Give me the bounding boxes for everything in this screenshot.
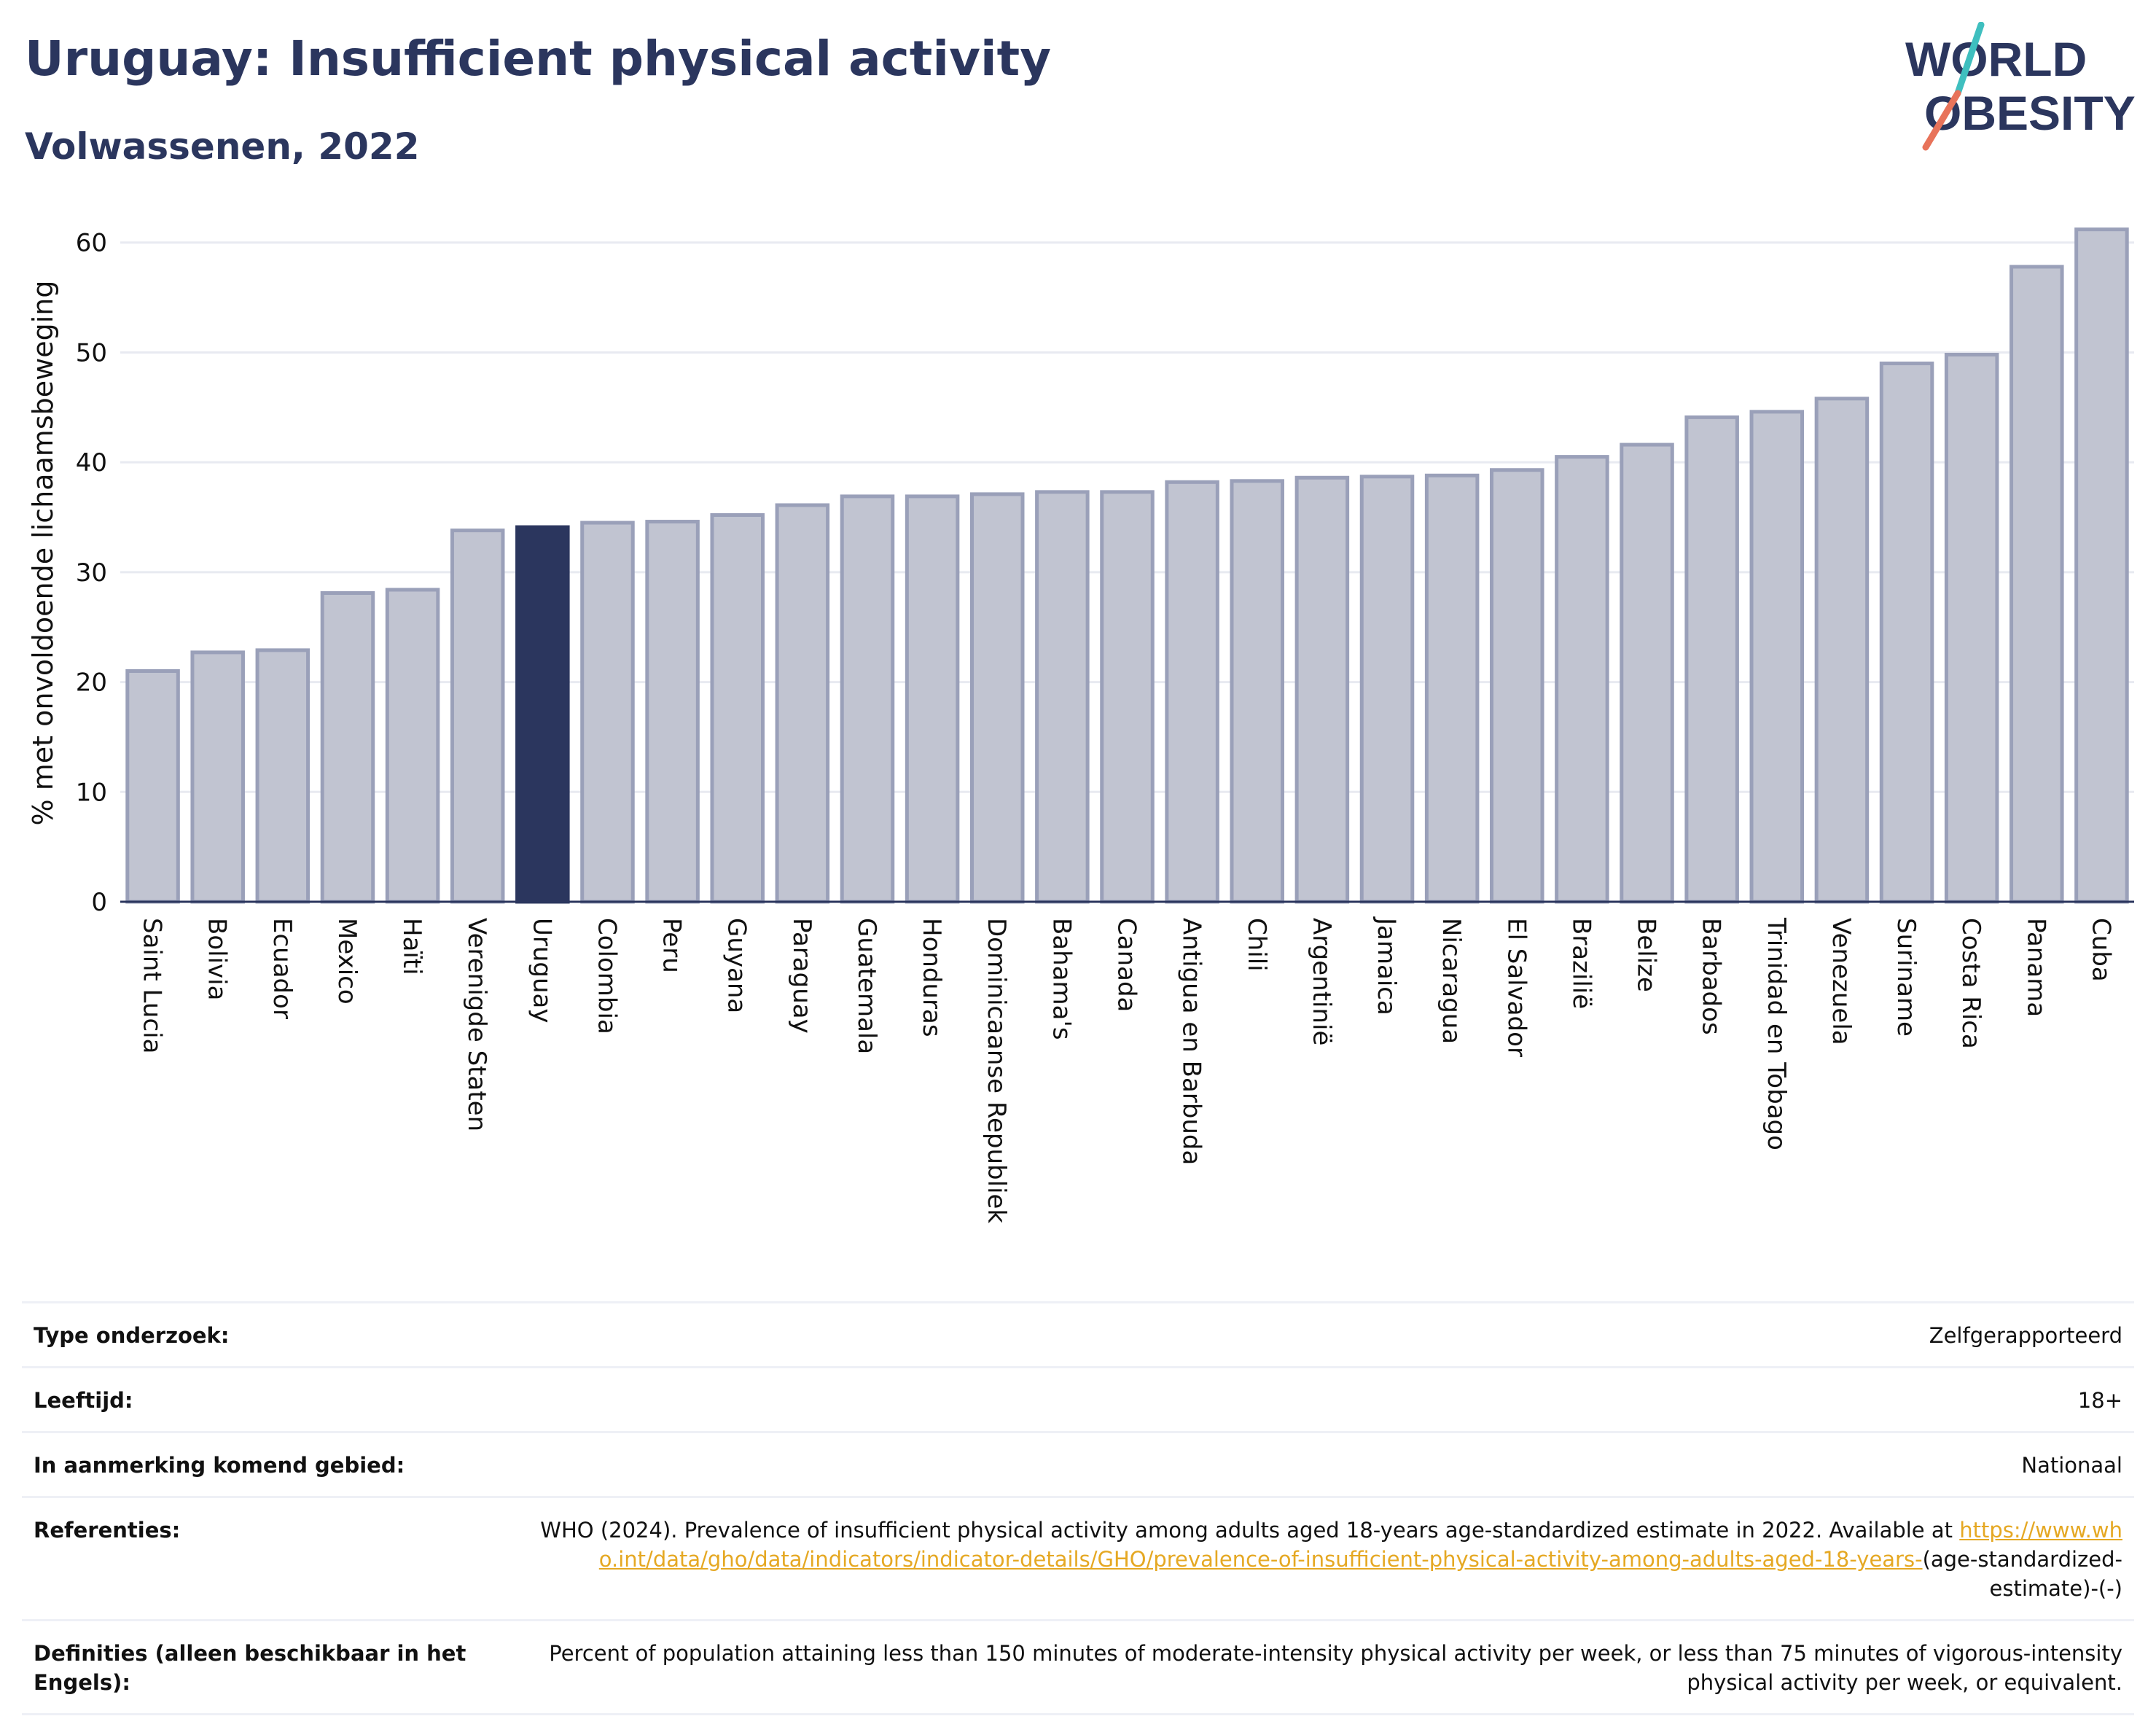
bar (320, 591, 375, 904)
x-tick-label: Guatemala (852, 918, 881, 1054)
x-tick-label: Chili (1242, 918, 1271, 972)
bar-highlight (515, 525, 570, 904)
bar (2074, 227, 2129, 904)
bar (1944, 352, 1999, 904)
logo-slash-teal (1954, 22, 1985, 97)
logo-slash-coral (1922, 90, 1961, 151)
bar (385, 588, 440, 904)
y-tick-label: 60 (76, 229, 107, 258)
bar (125, 669, 180, 904)
y-tick-label: 40 (76, 448, 107, 477)
x-tick-label: Suriname (1891, 918, 1921, 1037)
x-tick-label: Canada (1112, 918, 1141, 1012)
x-tick-label: Venezuela (1827, 918, 1856, 1045)
info-row-definitions: Definities (alleen beschikbaar in het En… (22, 1620, 2134, 1715)
x-tick-label: Brazilië (1566, 918, 1595, 1009)
bar (1620, 442, 1674, 904)
references-text: WHO (2024). Prevalence of insufficient p… (540, 1518, 1953, 1543)
x-tick-label: Argentinië (1307, 918, 1336, 1045)
x-tick-label: Verenigde Staten (462, 918, 491, 1131)
bar (1165, 480, 1219, 904)
bar (1230, 479, 1285, 904)
info-row-age: Leeftijd: 18+ (22, 1367, 2134, 1432)
info-label: Definities (alleen beschikbaar in het En… (34, 1641, 466, 1695)
info-row-area: In aanmerking komend gebied: Nationaal (22, 1432, 2134, 1497)
info-label: Leeftijd: (34, 1388, 133, 1413)
bar (645, 520, 700, 904)
info-label: Type onderzoek: (34, 1323, 230, 1348)
x-tick-label: Panama (2021, 918, 2050, 1017)
x-tick-label: Haïti (397, 918, 426, 975)
x-tick-label: Trinidad en Tobago (1762, 917, 1791, 1150)
references-suffix: (age-standardized-estimate)-(-) (1922, 1547, 2122, 1601)
x-tick-label: Barbados (1697, 918, 1726, 1035)
bar (1490, 468, 1544, 904)
info-row-references: Referenties: WHO (2024). Prevalence of i… (22, 1497, 2134, 1621)
x-tick-label: Nicaragua (1437, 918, 1466, 1044)
x-tick-label: Colombia (592, 918, 621, 1034)
bar (1424, 473, 1480, 904)
references-link[interactable]: https://www.who.int/data/gho/data/indica… (598, 1518, 2122, 1572)
x-tick-label: Uruguay (527, 918, 556, 1024)
x-tick-label: Antigua en Barbuda (1177, 918, 1206, 1165)
bar (969, 492, 1025, 904)
bar (1294, 475, 1350, 904)
bar-chart: 0 10 20 30 40 50 60 Saint Lucia Bolivia Ecuador Me… (27, 227, 2134, 1223)
x-tick-label: Mexico (332, 918, 362, 1005)
bar (710, 513, 765, 904)
x-tick-label: Dominicaanse Republiek (982, 918, 1011, 1223)
info-value: Zelfgerapporteerd (1929, 1323, 2122, 1348)
bar (1749, 410, 1805, 904)
info-value: Percent of population attaining less tha… (549, 1641, 2122, 1695)
info-value: Nationaal (2021, 1453, 2122, 1478)
bar (1555, 455, 1609, 904)
x-tick-label: Bolivia (203, 918, 232, 1000)
bar (255, 648, 310, 904)
info-table: Type onderzoek: Zelfgerapporteerd Leefti… (22, 1301, 2134, 1715)
x-tick-label: Honduras (917, 918, 946, 1037)
bar (1814, 397, 1870, 904)
x-tick-label: Saint Lucia (138, 918, 167, 1053)
world-obesity-logo: WORLD OBESITY (1905, 22, 2136, 151)
x-tick-label: Jamaica (1372, 916, 1401, 1015)
info-label: In aanmerking komend gebied: (34, 1453, 405, 1478)
x-tick-label: Costa Rica (1956, 918, 1985, 1049)
x-tick-label: Guyana (722, 918, 751, 1013)
bar (1684, 415, 1739, 904)
y-tick-label: 20 (76, 668, 107, 698)
chart-title: Uruguay: Insufficient physical activity (25, 31, 1052, 87)
info-row-survey-type: Type onderzoek: Zelfgerapporteerd (22, 1302, 2134, 1368)
bar (1879, 362, 1934, 904)
x-tick-label: Cuba (2086, 918, 2115, 982)
x-tick-label: Ecuador (267, 918, 297, 1019)
y-tick-label: 0 (91, 888, 107, 917)
bar (1100, 490, 1155, 904)
chart-subtitle: Volwassenen, 2022 (25, 125, 420, 168)
bar (580, 520, 635, 904)
bar (1035, 490, 1090, 904)
x-tick-label: Belize (1632, 918, 1661, 992)
x-tick-label: El Salvador (1501, 918, 1531, 1057)
x-tick-label: Peru (657, 918, 687, 973)
y-axis-title: % met onvoldoende lichaamsbeweging (27, 281, 59, 826)
y-tick-label: 10 (76, 778, 107, 807)
bar (775, 503, 830, 904)
y-tick-label: 50 (76, 338, 107, 367)
info-value: 18+ (2077, 1388, 2122, 1413)
bar (2009, 265, 2064, 904)
x-tick-label: Paraguay (787, 918, 816, 1034)
info-label: Referenties: (34, 1518, 181, 1543)
y-tick-label: 30 (76, 558, 107, 588)
bar (450, 529, 505, 904)
bar (840, 494, 895, 904)
bar (190, 650, 245, 904)
bar (905, 494, 960, 904)
bar (1359, 475, 1415, 904)
x-tick-label: Bahama's (1047, 918, 1076, 1040)
logo-line1: WORLD (1905, 32, 2087, 86)
references-cell: WHO (2024). Prevalence of insufficient p… (512, 1497, 2134, 1621)
